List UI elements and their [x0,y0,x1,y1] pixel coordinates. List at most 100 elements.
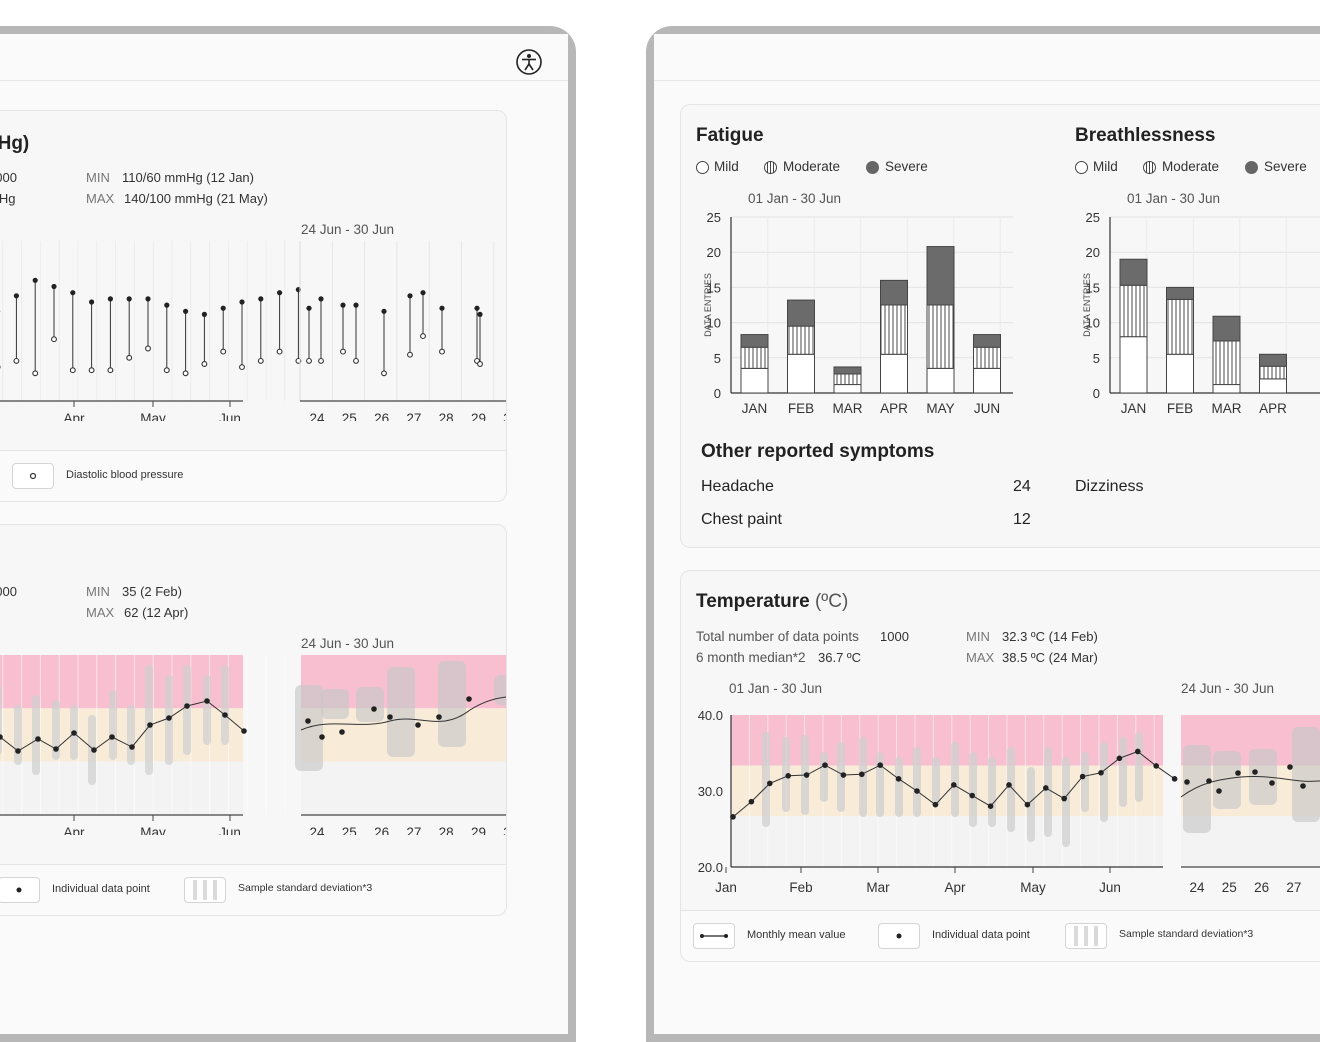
left-tablet: nHg) 1000 mHg MIN 110/60 mmHg (12 Jan) M… [0,26,576,1042]
systolic-point [14,293,19,298]
bar-mild [1167,354,1194,393]
bar-severe [788,300,815,326]
bp-min-value: 110/60 mmHg (12 Jan) [122,170,254,185]
temp-sd-legend-swatch [1065,923,1107,949]
hr-week-sd-box [295,685,323,771]
bar-severe [834,367,861,374]
temp-sd-bar [988,757,996,827]
breathlessness-title: Breathlessness [1075,125,1215,147]
week-systolic-point [318,296,323,301]
band-low [731,816,1163,867]
hr-week-sd-box [387,667,415,757]
y-tick-label: 20 [707,245,721,260]
bp-title-tail: nHg) [0,133,29,155]
month-label: Jan [715,880,737,895]
month-label: Jun [219,411,241,421]
y-tick-label: 0 [714,386,721,401]
temp-point [1117,756,1123,762]
hr-point [15,748,21,754]
temp-point [951,782,957,788]
week-diastolic-point [354,359,359,364]
systolic-point [258,296,263,301]
systolic-point [202,312,207,317]
diastolic-legend-swatch [12,463,54,489]
day-label: 28 [439,825,454,835]
bar-severe [741,335,768,348]
hr-week-sd-box [494,675,506,705]
bar-mild [881,354,908,393]
day-label: 28 [439,411,454,421]
bp-max-value: 140/100 mmHg (21 May) [124,191,268,206]
temp-min-label: MIN [966,629,990,644]
week-systolic-point [340,303,345,308]
chest-label: Chest paint [701,511,782,529]
fatigue-mild-radio[interactable] [696,161,709,174]
hr-point [222,712,228,718]
bar-severe [927,247,954,305]
day-label: 26 [1254,880,1269,895]
temp-point [1043,785,1049,791]
y-tick-label: 20 [1086,245,1100,260]
bar-moderate [788,326,815,354]
day-label: 30 [503,825,506,835]
temp-total-value: 1000 [880,629,909,644]
fatigue-severe-radio[interactable] [866,161,879,174]
y-tick-label: 25 [707,210,721,225]
temp-sd-bar [1081,752,1089,812]
month-label: Jun [219,825,241,835]
hr-point [35,736,41,742]
symptoms-card: Fatigue Breathlessness Mild Moderate Sev… [680,104,1320,548]
hr-point [53,746,59,752]
point-marker-icon [17,888,22,893]
month-label: May [140,411,166,421]
left-header [0,34,568,81]
bp-median-value: mHg [0,191,15,206]
bar-moderate [974,347,1001,368]
x-tick-label: JAN [1121,401,1147,416]
hr-week-point [339,729,345,735]
temp-point [767,781,773,787]
hr-sd-bar [183,665,191,755]
fatigue-mild-label: Mild [714,159,739,174]
temp-sd-bar [820,752,828,802]
temp-max-value: 38.5 ºC (24 Mar) [1002,650,1098,665]
week-diastolic-point [440,349,445,354]
breath-mild-radio[interactable] [1075,161,1088,174]
temp-point [1135,749,1141,755]
bp-max-label: MAX [86,191,114,206]
temp-point-legend-label: Individual data point [932,929,1030,941]
temp-point [804,772,810,778]
hr-point [71,730,77,736]
diastolic-point [14,359,19,364]
bar-mild [834,385,861,393]
day-label: 25 [1222,880,1237,895]
temp-point [896,776,902,782]
temp-point [1006,782,1012,788]
y-tick-label: 25 [1086,210,1100,225]
day-label: 26 [374,825,389,835]
bar-moderate [834,374,861,385]
y-axis-label: DATA ENTRIES [1082,273,1092,337]
fatigue-moderate-radio[interactable] [764,161,777,174]
bar-moderate [741,347,768,368]
breath-severe-radio[interactable] [1245,161,1258,174]
temp-point-legend-swatch [878,923,920,949]
hr-week-point [305,718,311,724]
temp-point [1153,763,1159,769]
hr-sd-bar [127,705,135,765]
week-systolic-point [353,303,358,308]
hr-week-point [319,734,325,740]
fatigue-period: 01 Jan - 30 Jun [748,191,841,206]
temperature-title: Temperature [696,591,810,612]
sd-stripe [193,880,197,900]
hr-week-sd-box [321,689,349,719]
breath-moderate-radio[interactable] [1143,161,1156,174]
band-high [731,715,1163,766]
hr-point [147,722,153,728]
y-tick-label: 30.0 [698,784,723,799]
diastolic-point [127,355,132,360]
accessibility-icon[interactable] [515,48,543,76]
hr-point-legend-label: Individual data point [52,883,150,895]
